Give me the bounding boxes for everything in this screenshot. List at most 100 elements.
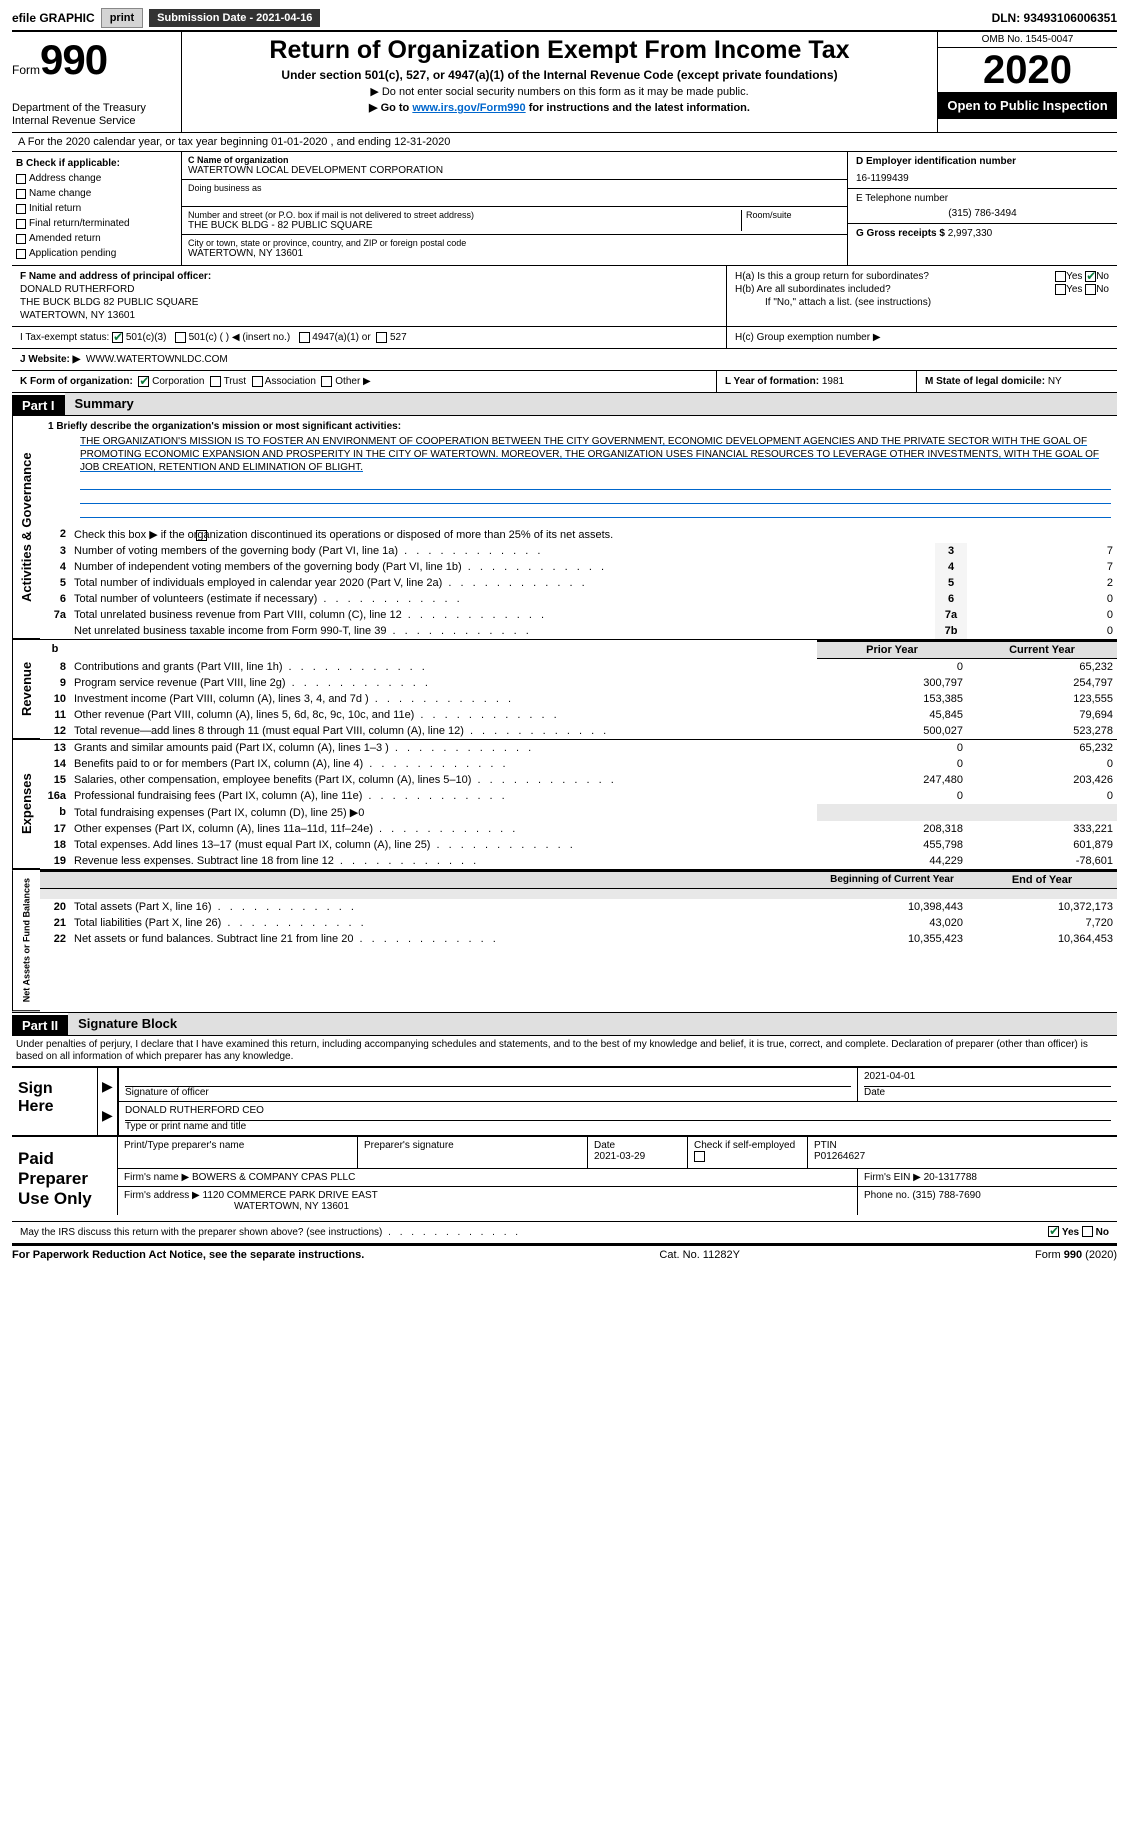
firm-phone-label: Phone no. xyxy=(864,1190,910,1201)
chk-line2[interactable] xyxy=(196,530,207,541)
room-label: Room/suite xyxy=(746,210,841,220)
firm-addr-label: Firm's address ▶ xyxy=(124,1190,200,1201)
hdr-beg-year: Beginning of Current Year xyxy=(817,871,967,889)
i-527: 527 xyxy=(390,332,407,343)
ha-no: No xyxy=(1096,271,1109,282)
rev-row: 12Total revenue—add lines 8 through 11 (… xyxy=(40,723,1117,739)
hdr-current-year: Current Year xyxy=(967,641,1117,659)
dln-label: DLN: 93493106006351 xyxy=(992,11,1117,25)
lbl-application-pending: Application pending xyxy=(29,246,116,261)
chk-ha-no[interactable] xyxy=(1085,271,1096,282)
chk-527[interactable] xyxy=(376,332,387,343)
chk-name-change[interactable] xyxy=(16,189,26,199)
rev-row: 8Contributions and grants (Part VIII, li… xyxy=(40,659,1117,676)
arrow-icon: ▶ xyxy=(102,1078,113,1095)
lbl-amended-return: Amended return xyxy=(29,231,101,246)
gov-row: 5Total number of individuals employed in… xyxy=(40,575,1117,591)
vlabel-net-assets: Net Assets or Fund Balances xyxy=(12,870,40,1011)
discuss-label: May the IRS discuss this return with the… xyxy=(20,1227,521,1238)
irs-link[interactable]: www.irs.gov/Form990 xyxy=(412,102,525,114)
part1-title: Summary xyxy=(65,393,1117,416)
exp-row: 14Benefits paid to or for members (Part … xyxy=(40,756,1117,772)
net-row: 20Total assets (Part X, line 16)10,398,4… xyxy=(40,899,1117,915)
chk-final-return[interactable] xyxy=(16,219,26,229)
vlabel-governance: Activities & Governance xyxy=(12,416,40,639)
rev-row: 9Program service revenue (Part VIII, lin… xyxy=(40,675,1117,691)
tel-label: E Telephone number xyxy=(856,193,1109,204)
hdr-prior-year: Prior Year xyxy=(817,641,967,659)
i-501c3: 501(c)(3) xyxy=(126,332,167,343)
i-label: I Tax-exempt status: xyxy=(20,332,109,343)
k-assoc: Association xyxy=(265,376,316,387)
footer-right: Form 990 (2020) xyxy=(1035,1249,1117,1261)
chk-ha-yes[interactable] xyxy=(1055,271,1066,282)
chk-4947[interactable] xyxy=(299,332,310,343)
line2-text: Check this box ▶ if the organization dis… xyxy=(74,529,613,541)
chk-trust[interactable] xyxy=(210,376,221,387)
f-label: F Name and address of principal officer: xyxy=(20,271,211,282)
firm-ein-value: 20-1317788 xyxy=(924,1172,977,1183)
chk-assoc[interactable] xyxy=(252,376,263,387)
chk-discuss-no[interactable] xyxy=(1082,1226,1093,1237)
hb-label: H(b) Are all subordinates included? xyxy=(735,283,891,296)
chk-discuss-yes[interactable] xyxy=(1048,1226,1059,1237)
exp-row: 17Other expenses (Part IX, column (A), l… xyxy=(40,821,1117,837)
chk-501c3[interactable] xyxy=(112,332,123,343)
dept-treasury: Department of the Treasury xyxy=(12,102,175,115)
penalties-text: Under penalties of perjury, I declare th… xyxy=(12,1036,1117,1066)
exp-row: 15Salaries, other compensation, employee… xyxy=(40,772,1117,788)
chk-corp[interactable] xyxy=(138,376,149,387)
open-inspection: Open to Public Inspection xyxy=(938,92,1117,119)
org-city: WATERTOWN, NY 13601 xyxy=(188,248,841,259)
chk-hb-yes[interactable] xyxy=(1055,284,1066,295)
chk-self-employed[interactable] xyxy=(694,1151,705,1162)
dba-label: Doing business as xyxy=(188,183,841,193)
h-note: If "No," attach a list. (see instruction… xyxy=(735,296,1109,309)
hb-no: No xyxy=(1096,284,1109,295)
rev-row: 10Investment income (Part VIII, column (… xyxy=(40,691,1117,707)
discuss-yes: Yes xyxy=(1062,1227,1079,1238)
chk-hb-no[interactable] xyxy=(1085,284,1096,295)
firm-name-label: Firm's name ▶ xyxy=(124,1172,189,1183)
chk-initial-return[interactable] xyxy=(16,204,26,214)
ha-yes: Yes xyxy=(1066,271,1082,282)
lbl-initial-return: Initial return xyxy=(29,201,81,216)
hb-yes: Yes xyxy=(1066,284,1082,295)
mission-text: THE ORGANIZATION'S MISSION IS TO FOSTER … xyxy=(40,433,1117,476)
instr-ssn: ▶ Do not enter social security numbers o… xyxy=(188,85,931,98)
org-address: THE BUCK BLDG - 82 PUBLIC SQUARE xyxy=(188,220,741,231)
officer-addr2: WATERTOWN, NY 13601 xyxy=(20,309,718,322)
exp-row: 16aProfessional fundraising fees (Part I… xyxy=(40,788,1117,804)
omb-number: OMB No. 1545-0047 xyxy=(938,32,1117,48)
print-name-label: Type or print name and title xyxy=(125,1121,1111,1132)
chk-application-pending[interactable] xyxy=(16,249,26,259)
sig-date-value: 2021-04-01 xyxy=(864,1071,1111,1087)
m-value: NY xyxy=(1048,376,1062,387)
arrow-icon: ▶ xyxy=(102,1107,113,1124)
rev-row: 11Other revenue (Part VIII, column (A), … xyxy=(40,707,1117,723)
lbl-final-return: Final return/terminated xyxy=(29,216,130,231)
print-button[interactable]: print xyxy=(101,8,143,28)
tel-value: (315) 786-3494 xyxy=(856,208,1109,219)
chk-501c[interactable] xyxy=(175,332,186,343)
chk-other[interactable] xyxy=(321,376,332,387)
mission-label: 1 Briefly describe the organization's mi… xyxy=(48,421,401,432)
m-label: M State of legal domicile: xyxy=(925,376,1045,387)
officer-name: DONALD RUTHERFORD xyxy=(20,283,718,296)
prep-name-label: Print/Type preparer's name xyxy=(124,1140,351,1151)
firm-name-value: BOWERS & COMPANY CPAS PLLC xyxy=(192,1172,355,1183)
form-number: 990 xyxy=(40,36,107,83)
chk-amended-return[interactable] xyxy=(16,234,26,244)
vlabel-expenses: Expenses xyxy=(12,740,40,869)
chk-address-change[interactable] xyxy=(16,174,26,184)
footer-left: For Paperwork Reduction Act Notice, see … xyxy=(12,1249,364,1261)
dept-irs: Internal Revenue Service xyxy=(12,115,175,128)
firm-ein-label: Firm's EIN ▶ xyxy=(864,1172,921,1183)
row-a-tax-year: A For the 2020 calendar year, or tax yea… xyxy=(12,133,1117,152)
gov-row: 4Number of independent voting members of… xyxy=(40,559,1117,575)
ptin-value: P01264627 xyxy=(814,1151,1111,1162)
lbl-address-change: Address change xyxy=(29,171,101,186)
k-label: K Form of organization: xyxy=(20,376,133,387)
footer-center: Cat. No. 11282Y xyxy=(659,1249,740,1261)
k-corp: Corporation xyxy=(152,376,204,387)
